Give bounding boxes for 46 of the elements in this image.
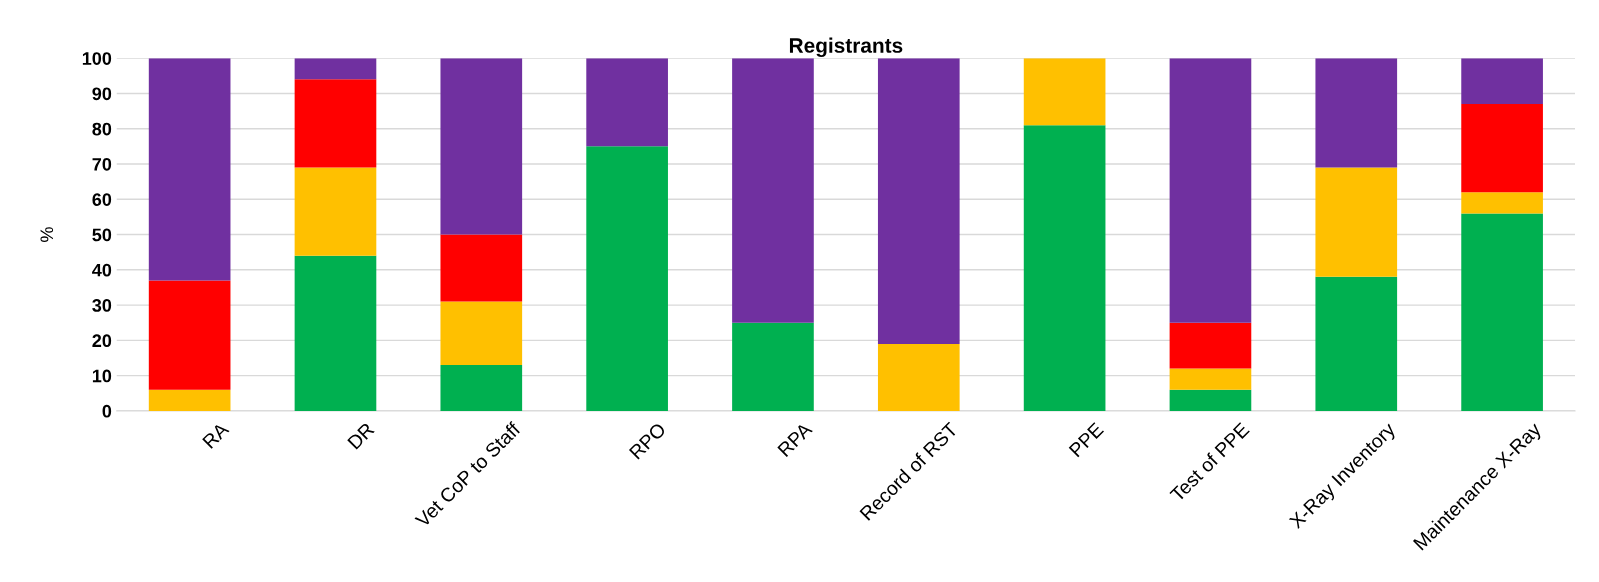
bar — [440, 301, 523, 366]
y-tick-label: 100 — [82, 52, 112, 65]
bar — [440, 365, 523, 411]
y-axis-title: % — [40, 227, 54, 242]
bar — [1461, 192, 1543, 214]
bar — [294, 58, 377, 80]
bar — [294, 79, 377, 168]
y-tick-label: 0 — [102, 404, 112, 418]
bar — [1023, 58, 1106, 126]
bar — [877, 343, 960, 411]
bar — [1169, 58, 1252, 323]
bar — [148, 389, 231, 411]
y-tick-label: 50 — [92, 228, 112, 242]
bar — [586, 146, 668, 411]
bar — [1023, 125, 1106, 411]
bar — [1461, 213, 1543, 411]
bar — [1315, 58, 1398, 168]
bar — [1169, 322, 1252, 369]
y-tick-label: 30 — [92, 299, 112, 312]
y-tick-label: 40 — [92, 263, 112, 277]
bar — [440, 234, 523, 302]
y-tick-label: 90 — [92, 87, 112, 101]
bar — [1461, 104, 1543, 193]
y-tick-label: 60 — [92, 193, 112, 206]
bar — [1315, 276, 1398, 411]
x-tick-label: RA — [202, 421, 230, 449]
bar — [148, 280, 231, 390]
bar — [1315, 167, 1398, 277]
bar — [877, 58, 960, 344]
bar — [148, 58, 231, 281]
bar — [1169, 368, 1252, 390]
x-tick-label: RPA — [777, 421, 813, 457]
bar — [1461, 58, 1543, 105]
bar — [732, 322, 814, 411]
y-tick-label: 20 — [92, 334, 112, 348]
y-tick-label: 80 — [92, 122, 112, 136]
x-tick-label: DR — [347, 422, 375, 450]
bar — [732, 58, 814, 323]
chart-title: Registrants — [789, 37, 903, 58]
bar — [1169, 389, 1252, 411]
bar — [440, 58, 523, 235]
bar — [294, 255, 377, 411]
bar — [294, 167, 377, 256]
y-tick-label: 10 — [92, 369, 112, 383]
y-tick-label: 70 — [92, 157, 112, 171]
bar — [586, 58, 668, 147]
